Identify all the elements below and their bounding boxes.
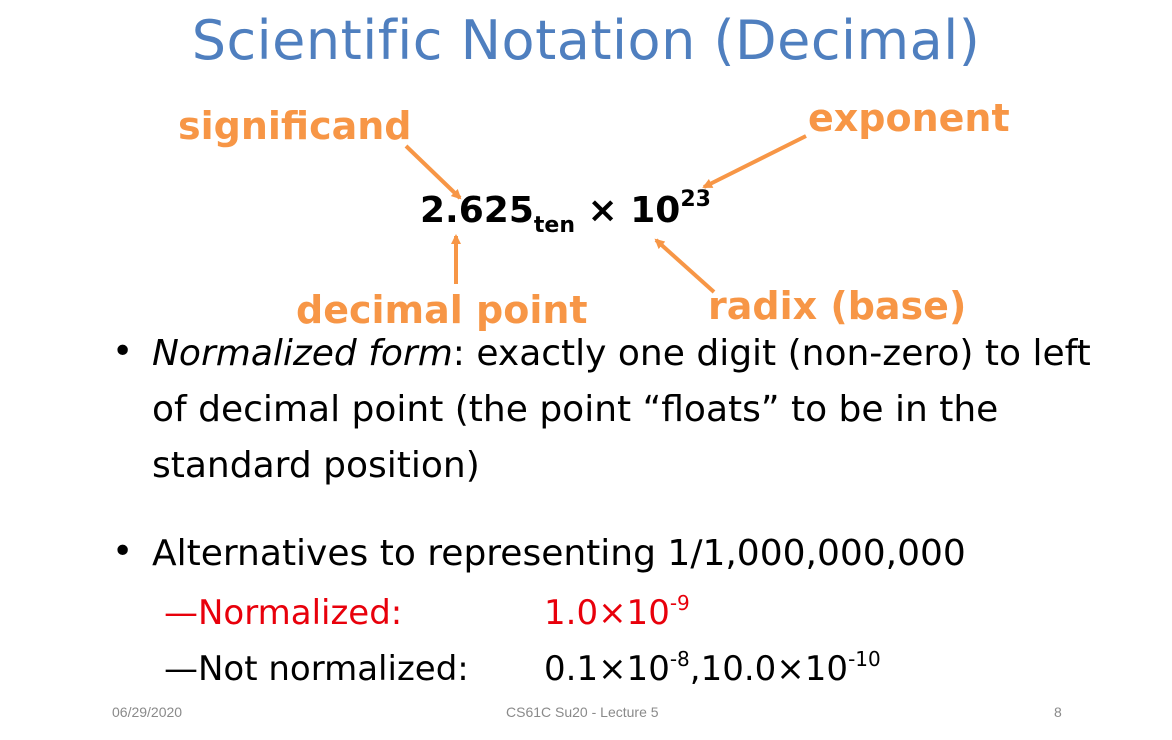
formula-subscript: ten [533, 213, 575, 238]
footer-date: 06/29/2020 [112, 704, 183, 720]
formula-significand: 2.625 [420, 190, 534, 231]
alt-normalized-row: —Normalized: [164, 588, 402, 638]
significand-arrow [404, 144, 462, 200]
alt-a-base: 0.1×10 [544, 649, 670, 689]
decimal-point-label: decimal point [296, 288, 588, 332]
alt-normalized-label: Normalized: [198, 593, 403, 633]
alt-normalized-dash: — [164, 593, 198, 633]
bullet-alternatives: Alternatives to representing 1/1,000,000… [152, 533, 966, 574]
bullet-1-text: : exactly one digit (non-zero) to left o… [152, 333, 1091, 486]
exponent-label: exponent [808, 96, 1010, 140]
bullet-dot-2: • [112, 531, 134, 572]
alt-not-normalized-label: Not normalized: [198, 649, 469, 689]
alt-b-exp: -10 [848, 647, 881, 671]
alt-normalized-value: 1.0×10-9 [544, 588, 690, 638]
exponent-arrow [702, 134, 807, 189]
alt-not-normalized-value: 0.1×10-8,10.0×10-10 [544, 644, 881, 694]
bullet-1-italic: Normalized form [152, 333, 453, 374]
significand-label: significand [178, 104, 412, 148]
alt-sep: , [689, 649, 701, 689]
alt-normalized-exp: -9 [669, 591, 690, 615]
alt-a-exp: -8 [669, 647, 690, 671]
scientific-formula: 2.625ten × 1023 [420, 187, 711, 237]
bullet-dot-1: • [112, 331, 134, 372]
footer-course: CS61C Su20 - Lecture 5 [506, 704, 659, 720]
formula-base: × 10 [574, 190, 681, 231]
alt-b-base: 10.0×10 [700, 649, 849, 689]
slide-title: Scientific Notation (Decimal) [191, 9, 981, 72]
alt-not-normalized-row: —Not normalized: [164, 644, 469, 694]
alt-not-normalized-dash: — [164, 649, 198, 689]
bullet-normalized-form: Normalized form: exactly one digit (non-… [152, 326, 1112, 494]
footer-page-number: 8 [1054, 704, 1062, 720]
radix-label: radix (base) [708, 284, 967, 328]
formula-exponent: 23 [680, 187, 711, 212]
alt-normalized-base: 1.0×10 [544, 593, 670, 633]
radix-arrow [654, 238, 716, 294]
